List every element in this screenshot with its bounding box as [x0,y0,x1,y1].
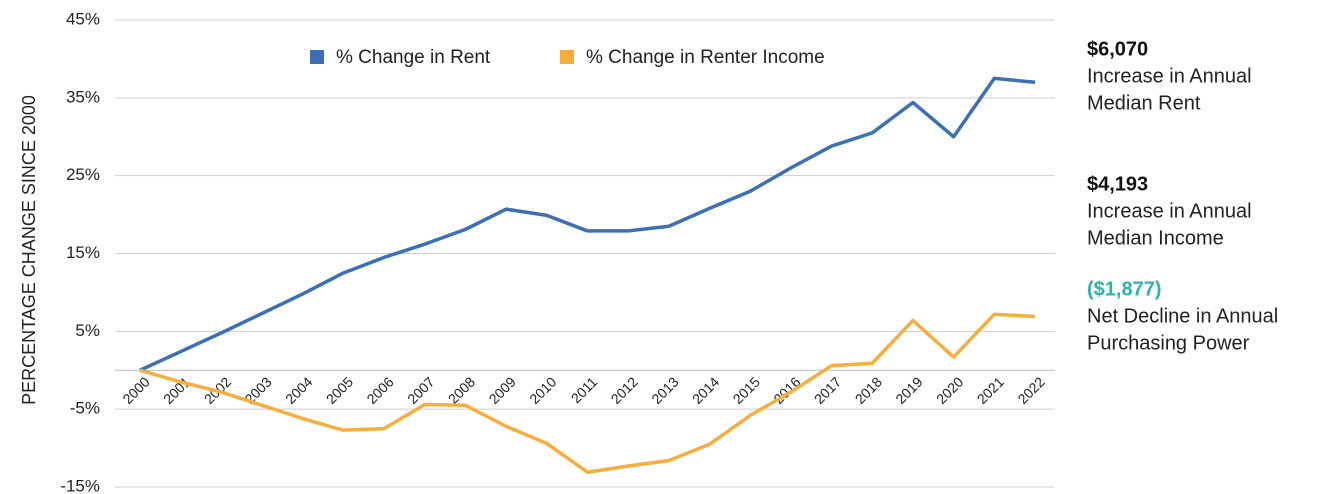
x-tick-label: 2013 [648,374,681,407]
y-tick-label: -5% [70,399,100,418]
x-tick-label: 2012 [608,374,641,407]
x-tick-label: 2014 [689,374,722,407]
y-tick-label: 15% [66,243,100,262]
x-tick-label: 2011 [568,374,601,407]
y-axis-label: PERCENTAGE CHANGE SINCE 2000 [19,95,39,405]
x-tick-label: 2019 [892,374,925,407]
x-tick-label: 2000 [119,374,152,407]
annotation-text: Increase in Annual [1087,200,1252,222]
annotation-text: Increase in Annual [1087,65,1252,87]
x-tick-label: 2020 [933,374,966,407]
x-tick-label: 2009 [486,374,519,407]
legend-swatch [310,50,324,64]
x-tick-label: 2006 [363,374,396,407]
x-tick-label: 2015 [730,374,763,407]
x-tick-label: 2010 [526,374,559,407]
x-tick-label: 2004 [282,374,315,407]
series-line [139,76,1036,372]
y-tick-label: -15% [60,476,100,494]
legend-swatch [560,50,574,64]
x-tick-label: 2017 [811,374,844,407]
x-tick-label: 2008 [445,374,478,407]
y-tick-label: 45% [66,9,100,28]
annotation-value: ($1,877) [1087,278,1162,300]
annotation-text: Purchasing Power [1087,332,1250,354]
y-tick-label: 25% [66,165,100,184]
x-tick-label: 2021 [974,374,1007,407]
annotation-value: $6,070 [1087,38,1148,60]
y-tick-label: 35% [66,87,100,106]
y-tick-label: 5% [75,321,100,340]
x-tick-label: 2007 [404,374,437,407]
legend-label: % Change in Renter Income [586,47,825,68]
x-tick-label: 2005 [323,374,356,407]
legend-label: % Change in Rent [336,47,491,68]
series-line [139,312,1036,474]
annotation-text: Median Income [1087,227,1224,249]
x-tick-label: 2022 [1014,374,1047,407]
x-tick-label: 2018 [852,374,885,407]
annotation-text: Net Decline in Annual [1087,305,1278,327]
annotation-text: Median Rent [1087,92,1201,114]
annotation-value: $4,193 [1087,173,1148,195]
